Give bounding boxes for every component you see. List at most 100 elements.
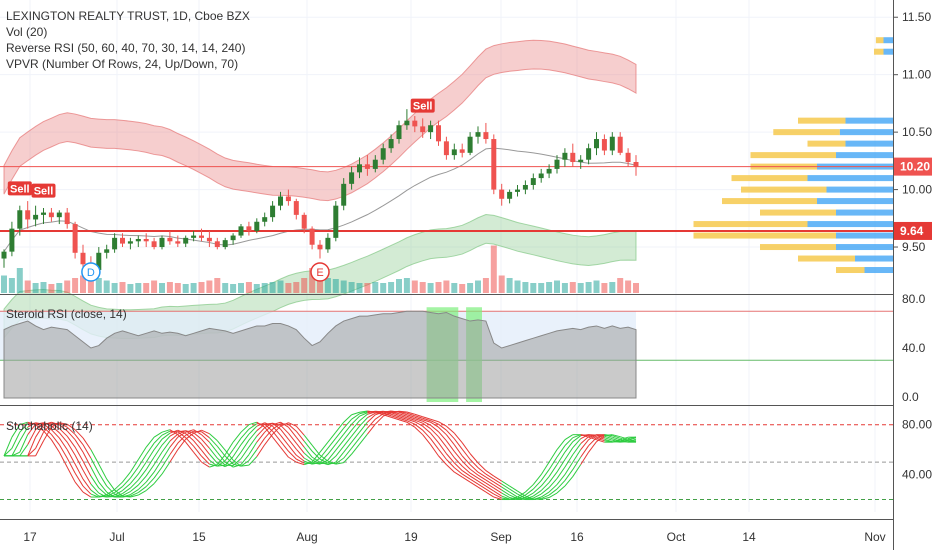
stoch-line-segment xyxy=(58,424,68,432)
volume-bar xyxy=(182,284,189,293)
stoch-line-segment xyxy=(280,424,289,434)
volume-bar xyxy=(253,284,260,293)
stoch-line-segment xyxy=(627,438,637,443)
volume-bar xyxy=(277,280,284,293)
stoch-line-segment xyxy=(201,461,210,468)
stoch-line-segment xyxy=(311,444,321,456)
stoch-line-segment xyxy=(272,425,281,435)
stoch-line-segment xyxy=(359,433,368,445)
rsi-pane[interactable] xyxy=(0,307,893,402)
stoch-line-segment xyxy=(82,437,92,450)
stoch-line-segment xyxy=(620,437,629,442)
sell-signal-box xyxy=(410,98,435,113)
stoch-line-segment xyxy=(461,470,471,477)
candle-body xyxy=(127,241,133,244)
stoch-pane[interactable] xyxy=(0,410,893,501)
stoch-line-segment xyxy=(51,423,60,429)
stoch-line-segment xyxy=(501,492,510,498)
stoch-line-segment xyxy=(564,469,574,481)
volume-bar xyxy=(546,282,553,293)
stoch-line-segment xyxy=(106,485,115,495)
stoch-line-segment xyxy=(327,431,337,443)
vpvr-label[interactable]: VPVR (Number Of Rows, 24, Up/Down, 70) xyxy=(6,57,239,71)
stoch-line-segment xyxy=(390,416,400,421)
x-tick-label: Oct xyxy=(667,530,686,544)
stoch-line-segment xyxy=(604,435,613,440)
stoch-line-segment xyxy=(90,466,100,483)
vpvr-down-bar xyxy=(855,255,893,262)
stoch-line-segment xyxy=(193,451,202,463)
stoch-line-segment xyxy=(461,465,471,474)
stoch-line-segment xyxy=(327,437,337,449)
x-tick-label: 16 xyxy=(570,530,584,544)
moving-average-line xyxy=(3,147,637,252)
volume-bar xyxy=(356,283,363,293)
stoch-line-segment xyxy=(446,453,455,464)
stoch-line-segment xyxy=(548,484,558,493)
stoch-line-segment xyxy=(295,425,305,436)
candle-body xyxy=(372,159,378,169)
volume-bar xyxy=(317,275,323,293)
stoch-line-segment xyxy=(580,451,590,465)
stoch-line-segment xyxy=(398,410,407,413)
candle-body xyxy=(238,226,244,236)
candle-body xyxy=(436,125,441,142)
candle-body xyxy=(151,241,157,248)
stoch-line-segment xyxy=(280,428,289,440)
stoch-line-segment xyxy=(296,461,305,466)
stoch-line-segment xyxy=(564,461,574,475)
candle-body xyxy=(270,205,276,218)
vol-indicator-label[interactable]: Vol (20) xyxy=(6,25,48,39)
stoch-line-segment xyxy=(303,434,313,446)
stoch-line-segment xyxy=(19,444,29,457)
candle-body xyxy=(317,244,323,250)
symbol-title[interactable]: LEXINGTON REALTY TRUST, 1D, Cboe BZX xyxy=(6,9,250,23)
stoch-line-segment xyxy=(161,432,171,440)
stoch-line-segment xyxy=(556,466,566,479)
stoch-line-segment xyxy=(453,438,463,450)
stoch-line-segment xyxy=(177,438,187,450)
stoch-line-segment xyxy=(264,424,273,433)
stoch-line-segment xyxy=(359,417,368,427)
price-pane[interactable]: Sell Sell Sell D E xyxy=(0,37,893,340)
stoch-line-segment xyxy=(454,471,463,478)
volume-bar xyxy=(427,283,434,293)
candle-body xyxy=(467,136,473,153)
stoch-line-segment xyxy=(35,422,44,431)
stoch-line-segment xyxy=(525,495,534,500)
stoch-line-segment xyxy=(461,473,471,480)
stoch-line-segment xyxy=(264,433,273,445)
stoch-line-segment xyxy=(335,439,345,451)
stoch-line-segment xyxy=(145,442,155,455)
stoch-line-segment xyxy=(564,437,574,447)
rsi-pane-title[interactable]: Steroid RSI (close, 14) xyxy=(6,307,127,321)
candle-body xyxy=(570,152,576,163)
candle-body xyxy=(609,136,615,151)
y-tick-label: 9.50 xyxy=(902,240,926,254)
stoch-line-segment xyxy=(240,433,250,445)
stoch-line-segment xyxy=(122,491,131,496)
candle-body xyxy=(388,139,394,149)
stoch-line-segment xyxy=(335,445,345,457)
stoch-line-segment xyxy=(311,456,321,463)
stoch-line-segment xyxy=(66,466,76,483)
vpvr-down-bar xyxy=(807,221,893,228)
candle-body xyxy=(357,164,362,173)
stoch-line-segment xyxy=(90,449,100,465)
stoch-line-segment xyxy=(114,493,123,498)
vpvr-up-bar xyxy=(874,48,884,55)
stoch-line-segment xyxy=(469,478,479,485)
stoch-line-segment xyxy=(335,433,345,445)
stoch-line-segment xyxy=(43,430,52,441)
stoch-line-segment xyxy=(453,451,463,462)
volume-bar xyxy=(396,279,402,293)
reverse-rsi-label[interactable]: Reverse RSI (50, 60, 40, 70, 30, 14, 14,… xyxy=(6,41,246,55)
candle-body xyxy=(443,141,449,156)
stoch-line-segment xyxy=(137,469,147,481)
stoch-pane-title[interactable]: Stochaholic (14) xyxy=(6,419,93,433)
stoch-line-segment xyxy=(209,459,218,467)
volume-bar xyxy=(380,283,387,293)
stoch-line-segment xyxy=(461,442,471,454)
vpvr-up-bar xyxy=(741,186,827,193)
